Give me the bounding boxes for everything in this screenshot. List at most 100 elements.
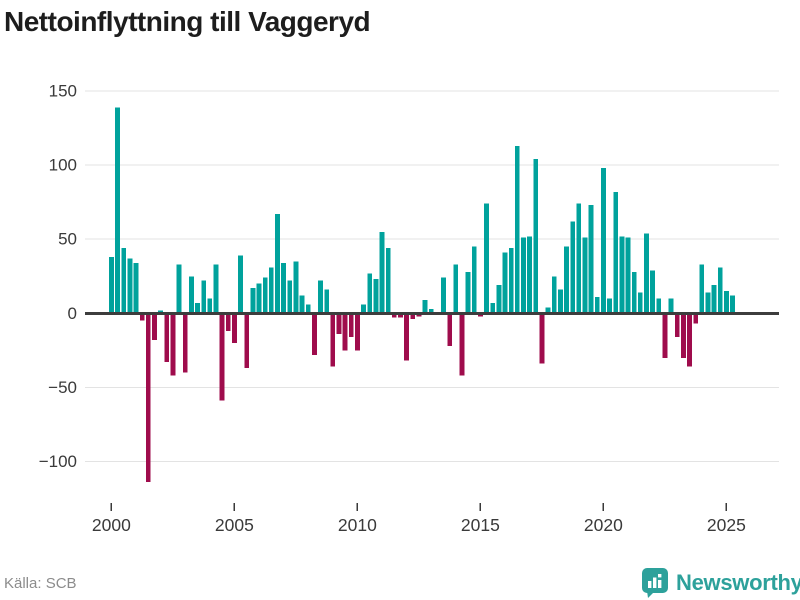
bar: [693, 313, 699, 324]
bar: [238, 255, 243, 314]
bar: [398, 313, 403, 318]
bar: [201, 280, 207, 314]
bar: [508, 248, 514, 314]
bar: [367, 273, 373, 314]
bar: [219, 313, 225, 401]
bar: [330, 313, 336, 367]
bar: [656, 298, 662, 314]
bar: [539, 313, 545, 364]
bar: [453, 264, 459, 314]
bar: [705, 292, 711, 314]
bar: [557, 289, 563, 314]
bar: [428, 308, 434, 314]
bar: [551, 276, 557, 314]
bar: [662, 313, 668, 358]
bar: [336, 313, 342, 335]
bar: [188, 276, 194, 314]
bar: [127, 258, 133, 314]
bar: [385, 248, 391, 314]
bar: [588, 205, 594, 314]
bar: [281, 262, 286, 314]
bar: [275, 214, 280, 314]
bar: [293, 261, 299, 314]
bar: [527, 236, 532, 314]
bar: [250, 288, 256, 314]
bar: [459, 313, 465, 376]
x-axis-tick-label: 2025: [707, 515, 746, 535]
bar: [521, 237, 526, 314]
bar: [613, 191, 619, 314]
bar: [674, 313, 680, 337]
bar: [533, 159, 539, 314]
bar: [244, 313, 250, 369]
bar: [619, 236, 625, 314]
y-axis-tick-label: −100: [39, 452, 77, 471]
bar: [355, 313, 360, 351]
newsworthy-logo: Newsworthy: [641, 567, 800, 599]
bar: [324, 289, 330, 314]
bar: [570, 221, 576, 314]
net-migration-bar-chart: 150 100 50 0 −50 −100 2000 2005 2010 2015 2020 2025: [39, 82, 779, 535]
bar: [717, 267, 723, 314]
bar: [422, 299, 428, 314]
bar: [699, 264, 705, 314]
y-axis-tick-label: −50: [48, 378, 77, 397]
bar: [361, 304, 366, 314]
bar: [650, 270, 655, 314]
chart-title: Nettoinflyttning till Vaggeryd: [4, 6, 371, 37]
bar: [109, 257, 114, 314]
x-axis-tick-label: 2015: [461, 515, 500, 535]
bar: [594, 297, 600, 314]
bar: [232, 313, 237, 343]
bar-chart-badge-icon: [642, 568, 668, 598]
bar: [342, 313, 348, 351]
bar: [545, 307, 551, 314]
bar: [170, 313, 176, 376]
bar: [514, 145, 520, 314]
x-axis-tick-label: 2020: [584, 515, 623, 535]
y-axis-tick-label: 100: [49, 156, 77, 175]
bar: [730, 295, 735, 314]
bar: [680, 313, 686, 358]
x-axis-tick-label: 2005: [215, 515, 254, 535]
bar: [404, 313, 409, 361]
newsworthy-wordmark: Newsworthy: [676, 570, 800, 595]
y-axis-tick-label: 150: [49, 82, 77, 101]
bar: [644, 233, 649, 314]
bar: [410, 313, 416, 320]
bar: [637, 292, 643, 314]
bar: [582, 237, 588, 314]
bar: [625, 237, 631, 314]
y-axis-tick-label: 0: [68, 304, 77, 323]
bar: [152, 313, 157, 340]
bar: [115, 107, 120, 314]
bar: [465, 271, 471, 314]
bar: [213, 264, 219, 314]
bar: [631, 271, 637, 314]
bar: [299, 295, 305, 314]
bar: [256, 283, 262, 314]
bar: [262, 277, 268, 314]
bar: [139, 313, 145, 321]
bar: [164, 313, 170, 363]
bar: [287, 280, 293, 314]
bar: [564, 246, 569, 314]
bar: [668, 298, 674, 314]
bar: [318, 280, 323, 314]
bar: [373, 279, 379, 314]
bar: [441, 277, 446, 314]
bar: [145, 313, 151, 483]
bar: [195, 302, 200, 314]
bar: [207, 298, 213, 314]
bar: [121, 248, 127, 314]
bar: [687, 313, 692, 367]
bar: [305, 304, 311, 314]
bar: [133, 262, 139, 314]
bar: [391, 313, 397, 318]
bar: [496, 285, 502, 314]
x-axis-tick-label: 2010: [338, 515, 377, 535]
bar: [471, 246, 477, 314]
bar: [724, 291, 729, 314]
bar: [601, 168, 606, 314]
